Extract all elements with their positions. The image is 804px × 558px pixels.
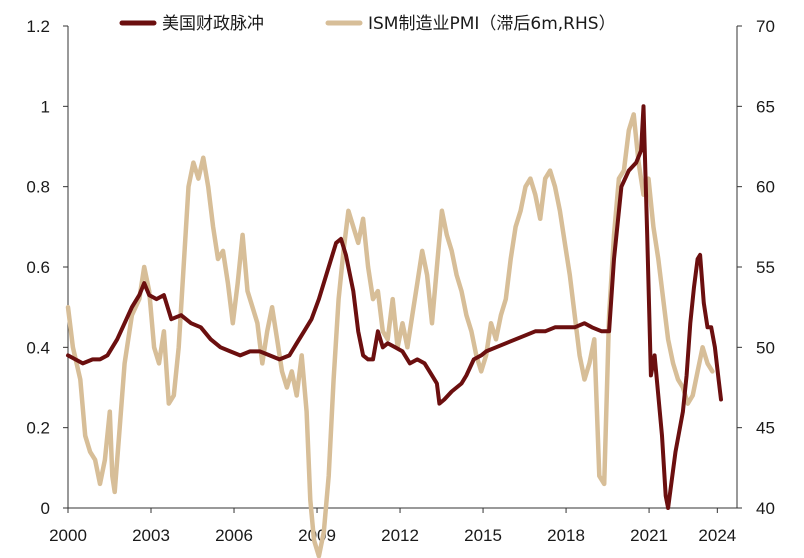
x-tick-label: 2000 [49, 526, 87, 545]
y-right-tick-label: 65 [756, 97, 775, 116]
x-tick-label: 2015 [464, 526, 502, 545]
y-left-tick-label: 1.2 [26, 17, 50, 36]
x-tick-label: 2021 [630, 526, 668, 545]
y-right-tick-label: 40 [756, 499, 775, 518]
y-left-tick-label: 0 [41, 499, 50, 518]
y-right-tick-label: 50 [756, 338, 775, 357]
x-tick-label: 2018 [547, 526, 585, 545]
axes: 0 0.2 0.4 0.6 0.8 1 1.2 40 45 50 55 60 65 70 2000 2003 2… [26, 17, 775, 545]
y-left-tick-label: 1 [41, 97, 50, 116]
x-tick-label: 2006 [215, 526, 253, 545]
y-right-tick-label: 60 [756, 178, 775, 197]
y-left-tick-label: 0.2 [26, 419, 50, 438]
y-left-tick-label: 0.4 [26, 338, 50, 357]
y-left-tick-label: 0.8 [26, 178, 50, 197]
y-right-tick-label: 70 [756, 17, 775, 36]
plot-area [65, 104, 723, 558]
legend-label-fiscal-impulse: 美国财政脉冲 [162, 14, 264, 34]
x-tick-label: 2024 [698, 526, 736, 545]
y-left-tick-label: 0.6 [26, 258, 50, 277]
x-tick-label: 2009 [298, 526, 336, 545]
x-tick-label: 2003 [132, 526, 170, 545]
legend: 美国财政脉冲 ISM制造业PMI（滞后6m,RHS） [119, 14, 616, 34]
y-right-tick-label: 55 [756, 258, 775, 277]
series-line-ism-pmi [65, 112, 715, 558]
x-tick-label: 2012 [381, 526, 419, 545]
y-right-tick-label: 45 [756, 419, 775, 438]
series-line-fiscal-impulse [66, 104, 723, 510]
legend-label-ism-pmi: ISM制造业PMI（滞后6m,RHS） [368, 14, 616, 34]
